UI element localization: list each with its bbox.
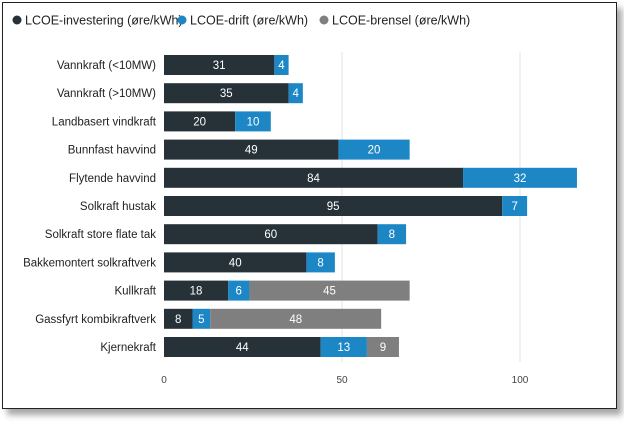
category-labels: Vannkraft (<10MW) Vannkraft (>10MW) Landba… [23, 60, 157, 354]
bar-segment [502, 196, 528, 216]
bar-segment [463, 167, 577, 188]
category-label: Vannkraft (>10MW) [57, 88, 156, 100]
data-label: 40 [229, 257, 242, 269]
data-label: 31 [213, 60, 226, 72]
bar-segment [320, 337, 367, 357]
data-label: 84 [307, 173, 320, 185]
bar-segment [164, 308, 193, 329]
data-label: 20 [193, 116, 206, 128]
bar-segment [164, 224, 378, 245]
data-label: 18 [190, 286, 203, 298]
data-label: 49 [245, 145, 258, 157]
data-label: 7 [511, 201, 517, 213]
data-label: 6 [236, 286, 242, 298]
data-label: 8 [389, 229, 395, 241]
bar-segment [164, 252, 307, 273]
legend: LCOE-investering (øre/kWh) LCOE-drift (ør… [12, 14, 470, 28]
bar-segment [164, 139, 339, 160]
bar-segment [228, 280, 250, 301]
bar-segment [164, 337, 321, 357]
data-label: 9 [380, 342, 386, 354]
data-label: 95 [327, 201, 340, 213]
x-tick-label: 100 [512, 375, 529, 386]
category-label: Landbasert vindkraft [52, 116, 157, 128]
category-label: Vannkraft (<10MW) [57, 60, 156, 72]
data-label: 4 [293, 88, 300, 100]
category-label: Solkraft store flate tak [45, 229, 156, 241]
bars: 31 4 35 4 20 10 49 20 84 32 95 7 60 8 40 8 18 6 45 8 5 48 44 13… [164, 55, 577, 357]
category-label: Solkraft hustak [80, 201, 156, 213]
data-label: 8 [175, 314, 181, 326]
legend-marker [12, 15, 22, 25]
bar-segment [164, 196, 503, 216]
data-label: 35 [220, 88, 233, 100]
category-label: Gassfyrt kombikraftverk [35, 314, 156, 326]
bar-segment [338, 139, 410, 160]
bar-segment [274, 55, 289, 75]
bar-segment [164, 83, 289, 104]
data-label: 45 [323, 286, 336, 298]
data-label: 32 [514, 173, 527, 185]
data-label: 5 [198, 314, 204, 326]
data-label: 44 [236, 342, 249, 354]
category-label: Kjernekraft [100, 342, 156, 354]
legend-marker [319, 15, 329, 25]
data-label: 8 [317, 257, 323, 269]
bar-segment [192, 308, 211, 329]
data-label: 60 [264, 229, 277, 241]
category-label: Bunnfast havvind [68, 145, 156, 157]
bar-segment [164, 167, 464, 188]
data-label: 48 [289, 314, 302, 326]
category-label: Flytende havvind [69, 173, 156, 185]
data-label: 13 [337, 342, 350, 354]
data-label: 20 [368, 145, 381, 157]
legend-entry: LCOE-brensel (øre/kWh) [332, 14, 470, 28]
data-label: 4 [278, 60, 285, 72]
bar-segment [164, 280, 229, 301]
bar-segment [210, 308, 382, 329]
bar-segment [306, 252, 335, 273]
legend-marker [177, 15, 187, 25]
legend-entry: LCOE-drift (øre/kWh) [190, 14, 308, 28]
category-label: Kullkraft [114, 286, 156, 298]
x-axis-ticks: 0 50 100 [161, 375, 529, 386]
bar-segment [164, 111, 236, 132]
data-label: 10 [247, 116, 260, 128]
bar-segment [377, 224, 407, 245]
bar-segment [288, 83, 303, 104]
bar-segment [164, 55, 275, 75]
legend-entry: LCOE-investering (øre/kWh) [25, 14, 183, 28]
x-tick-label: 50 [336, 375, 348, 386]
bar-segment [249, 280, 410, 301]
category-label: Bakkemontert solkraftverk [23, 257, 156, 269]
bar-segment [235, 111, 271, 132]
bar-segment [366, 337, 399, 357]
x-tick-label: 0 [161, 375, 167, 386]
